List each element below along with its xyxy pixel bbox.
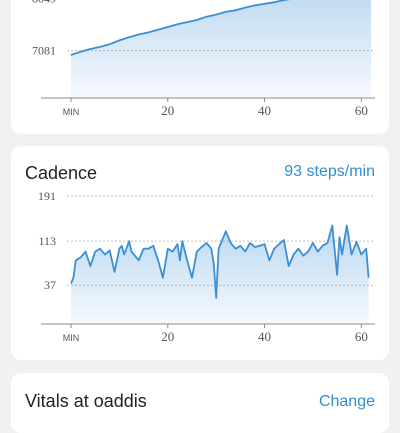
y-tick-label: 113 [38,234,56,248]
series-area [71,225,369,324]
x-tick-label: MIN [63,107,80,117]
steps-card[interactable]: 8049 7081 MIN 20 40 60 [11,0,389,134]
x-tick-label: 40 [258,103,271,118]
series-line [70,224,370,299]
x-tick-label: 40 [258,329,271,344]
x-tick-label: 20 [161,329,174,344]
cadence-card[interactable]: Cadence 93 steps/min 191 113 37 MIN 20 40 60 [11,146,389,360]
y-tick-label: 37 [44,278,56,292]
cadence-value: 93 steps/min [284,163,375,180]
cadence-title: Cadence [25,163,98,183]
next-card[interactable]: Vitals at oaddis Change [11,373,389,433]
series-area [71,0,371,98]
cadence-chart: 191 113 37 MIN 20 40 60 [38,189,375,344]
x-tick-label: 20 [161,103,174,118]
y-tick-label: 7081 [32,44,56,58]
y-tick-label: 8049 [32,0,56,6]
next-card-link[interactable]: Change [318,393,375,410]
x-tick-label: 60 [355,329,368,344]
next-card-title: Vitals at oaddis [25,391,147,411]
y-tick-label: 191 [38,189,56,203]
steps-chart: 8049 7081 MIN 20 40 60 [32,0,375,118]
x-tick-label: MIN [63,333,80,343]
x-tick-label: 60 [355,103,368,118]
series-line [70,0,291,56]
